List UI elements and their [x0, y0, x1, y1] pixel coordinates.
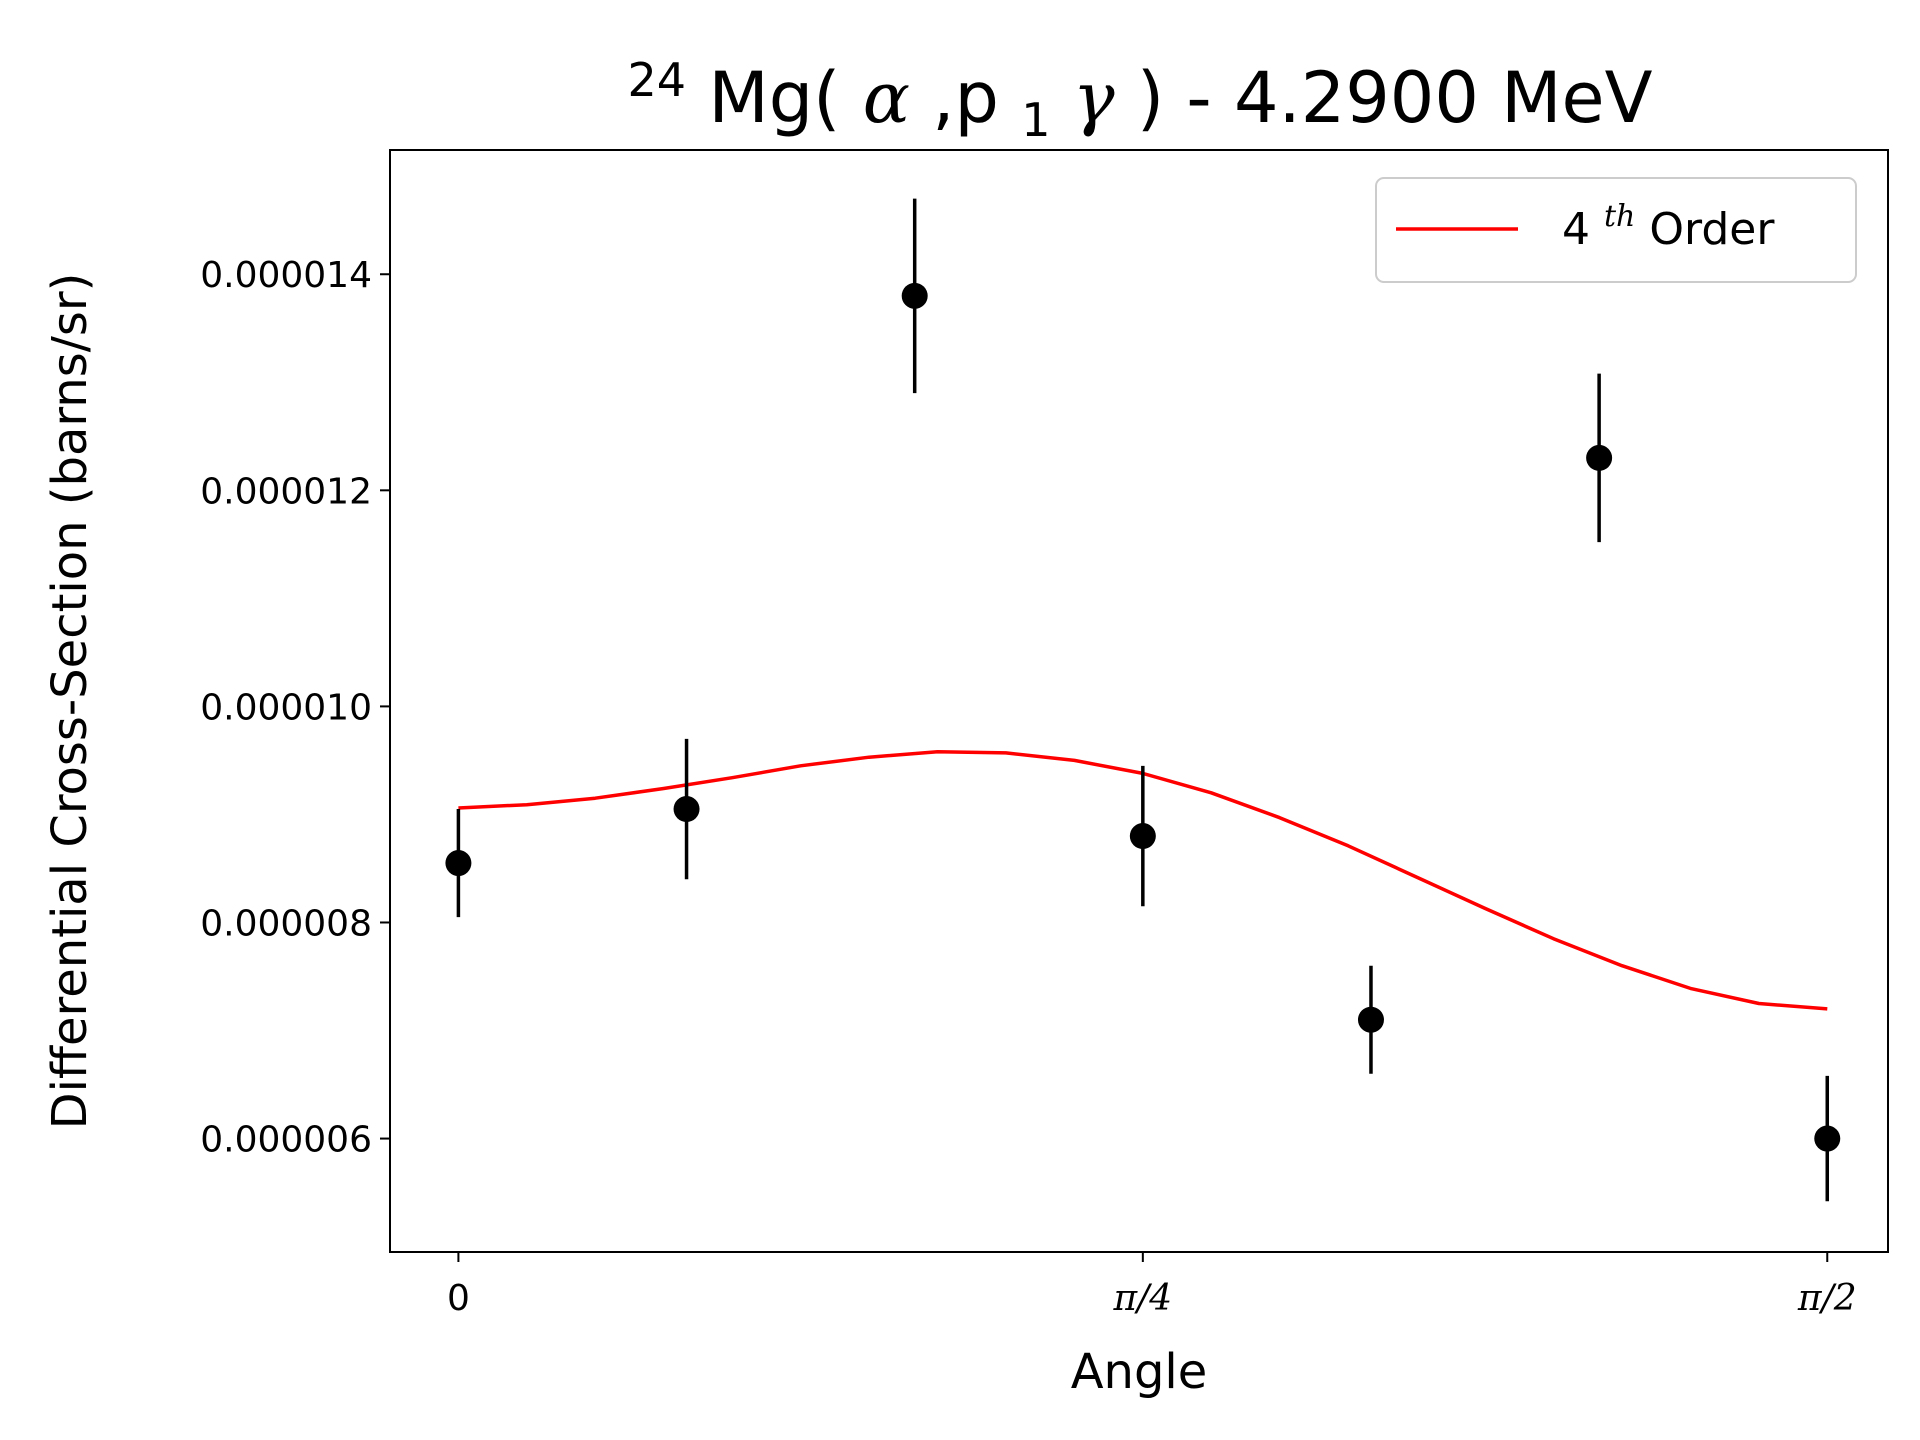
- title-proton: ,p: [932, 57, 999, 139]
- title-gamma: γ: [1073, 57, 1115, 139]
- legend: 4 th Order: [1375, 177, 1857, 283]
- data-point: [673, 796, 700, 823]
- y-tick-label: 0.000012: [200, 471, 372, 512]
- legend-label-rest: Order: [1649, 204, 1775, 255]
- data-point: [1357, 1006, 1384, 1033]
- title-alpha: α: [863, 57, 910, 139]
- plot-frame: [389, 149, 1889, 1253]
- title-element: Mg(: [708, 57, 840, 139]
- x-tick-label: 0: [447, 1278, 470, 1319]
- data-point: [445, 850, 472, 877]
- x-axis-title: Angle: [1071, 1344, 1208, 1400]
- legend-label-base: 4: [1562, 204, 1590, 255]
- x-axis-ticks: 0 π/4 π/2: [447, 1252, 1857, 1319]
- x-tick-label: π/4: [1112, 1278, 1172, 1319]
- y-tick-label: 0.000006: [200, 1120, 372, 1161]
- legend-label-sup: th: [1604, 199, 1635, 234]
- data-point: [1586, 444, 1613, 471]
- data-point: [1814, 1125, 1841, 1152]
- title-subscript: 1: [1021, 93, 1050, 147]
- y-tick-label: 0.000014: [200, 255, 372, 296]
- data-point: [901, 282, 928, 309]
- title-mass-number: 24: [628, 53, 687, 107]
- legend-label-4th-order: 4 th Order: [1562, 186, 1775, 255]
- title-rest: ) - 4.2900 MeV: [1137, 57, 1653, 139]
- y-axis-ticks: 0.000006 0.000008 0.000010 0.000012 0.000014: [200, 255, 390, 1161]
- x-tick-label: π/2: [1797, 1278, 1857, 1319]
- legend-box: [1375, 177, 1857, 283]
- y-tick-label: 0.000008: [200, 903, 372, 944]
- data-point: [1129, 823, 1156, 850]
- chart-title: 24 Mg( α ,p 1 γ ) - 4.2900 MeV: [628, 31, 1653, 153]
- y-tick-label: 0.000010: [200, 687, 372, 728]
- data-points: [445, 198, 1841, 1202]
- y-axis-title: Differential Cross-Section (barns/sr): [42, 273, 98, 1130]
